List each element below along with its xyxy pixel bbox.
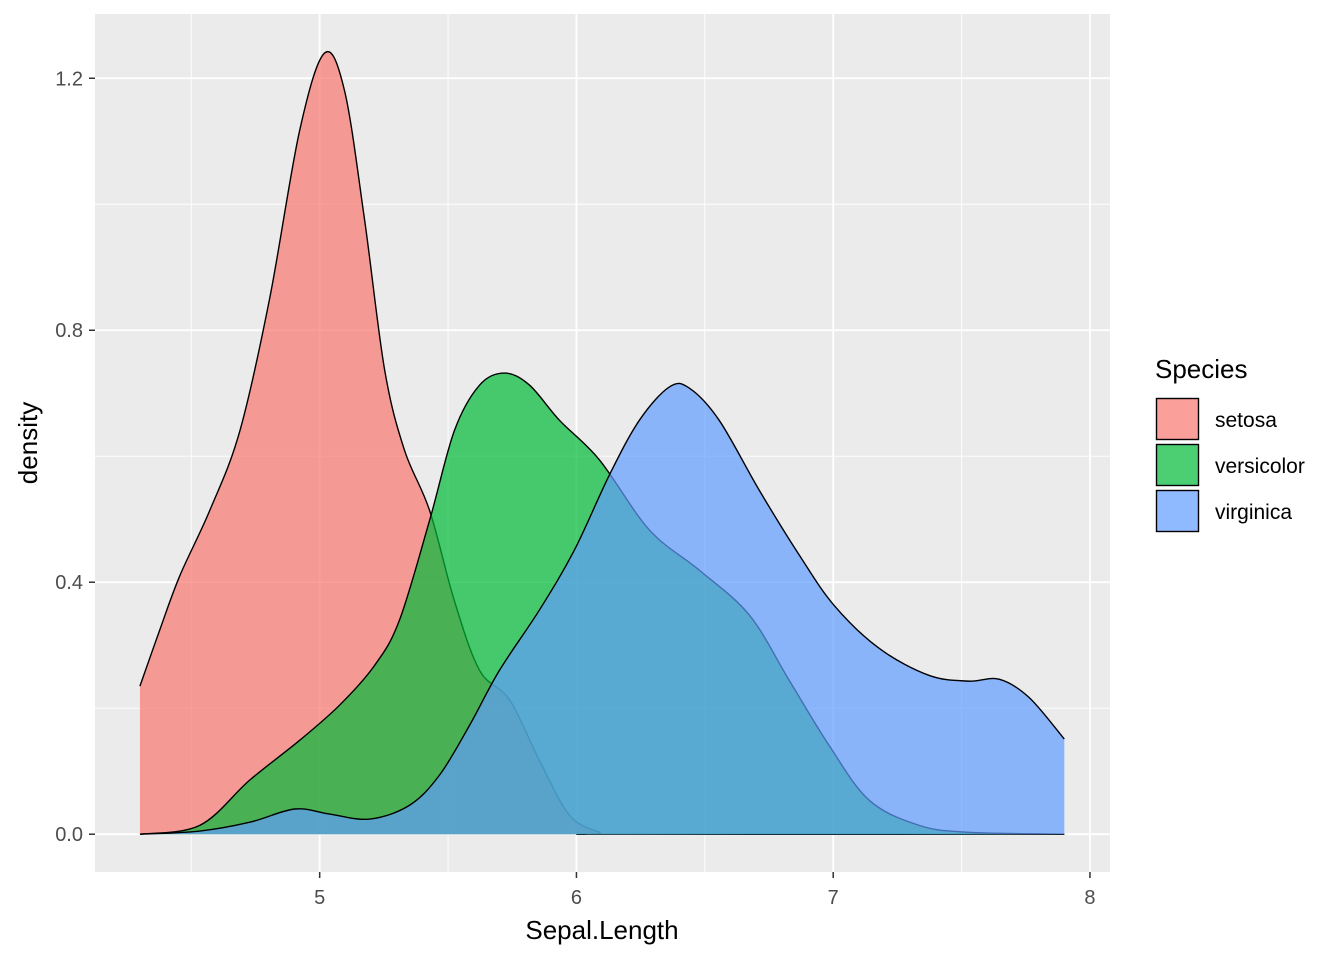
x-tick-label: 6 (571, 887, 582, 909)
y-tick-label: 0.4 (55, 572, 83, 594)
x-tick-label: 8 (1084, 887, 1095, 909)
density-outline-virginica (139, 382, 1065, 835)
x-axis-label: Sepal.Length (525, 915, 678, 945)
legend-key-virginica (1155, 489, 1200, 533)
y-tick-label: 0.8 (55, 320, 83, 342)
legend-label-versicolor: versicolor (1215, 455, 1305, 478)
y-tick-label: 0.0 (55, 824, 83, 846)
x-axis-ticks: 5 6 7 8 (314, 872, 1096, 909)
legend-key-versicolor (1155, 443, 1200, 487)
x-tick-label: 7 (828, 887, 839, 909)
legend-label-virginica: virginica (1215, 501, 1292, 524)
legend: setosa versicolor virginica (1155, 397, 1305, 533)
legend-key-setosa (1155, 397, 1200, 441)
density-areas (139, 50, 1065, 836)
y-axis-label: density (13, 402, 43, 484)
x-tick-label: 5 (314, 887, 325, 909)
legend-title: Species (1155, 354, 1248, 384)
y-tick-label: 1.2 (55, 68, 83, 90)
y-axis-ticks: 0.0 0.4 0.8 1.2 (55, 68, 95, 846)
density-area-setosa (139, 51, 1065, 835)
legend-label-setosa: setosa (1215, 409, 1277, 432)
density-area-virginica (139, 383, 1065, 835)
